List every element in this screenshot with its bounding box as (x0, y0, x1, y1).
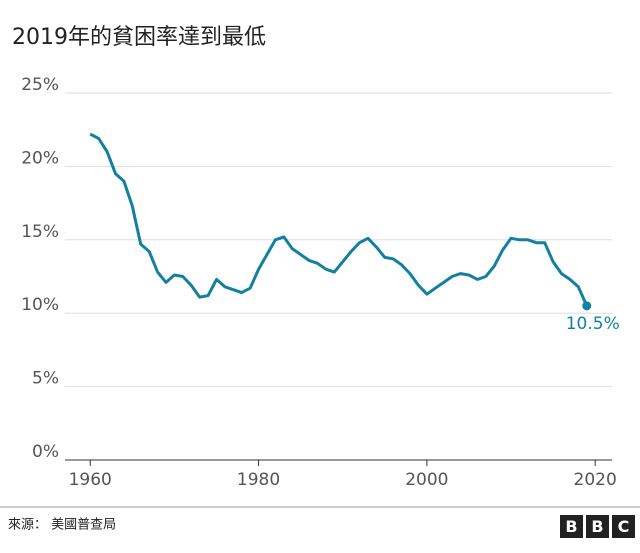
chart-title: 2019年的貧困率達到最低 (12, 25, 266, 50)
x-tick-label: 2020 (574, 470, 617, 490)
logo-letter: C (618, 517, 630, 536)
y-tick-label: 5% (32, 369, 59, 389)
x-tick-label: 2000 (405, 470, 448, 490)
y-tick-label: 20% (21, 148, 59, 168)
x-tick-label: 1960 (69, 470, 112, 490)
logo-letter: B (591, 517, 603, 536)
source: 來源： 美國普查局 (8, 518, 116, 533)
y-tick-label: 10% (21, 295, 59, 315)
end-point (582, 301, 592, 311)
line (89, 132, 589, 307)
logo-box (560, 515, 583, 538)
y-tick-label: 0% (32, 442, 59, 462)
logo-box (612, 515, 635, 538)
logo-letter: B (565, 517, 577, 536)
x-tick-label: 1980 (237, 470, 280, 490)
logo-box (586, 515, 609, 538)
data-label: 10.5% (566, 314, 620, 334)
y-tick-label: 15% (21, 222, 59, 242)
y-tick-label: 25% (21, 75, 59, 95)
